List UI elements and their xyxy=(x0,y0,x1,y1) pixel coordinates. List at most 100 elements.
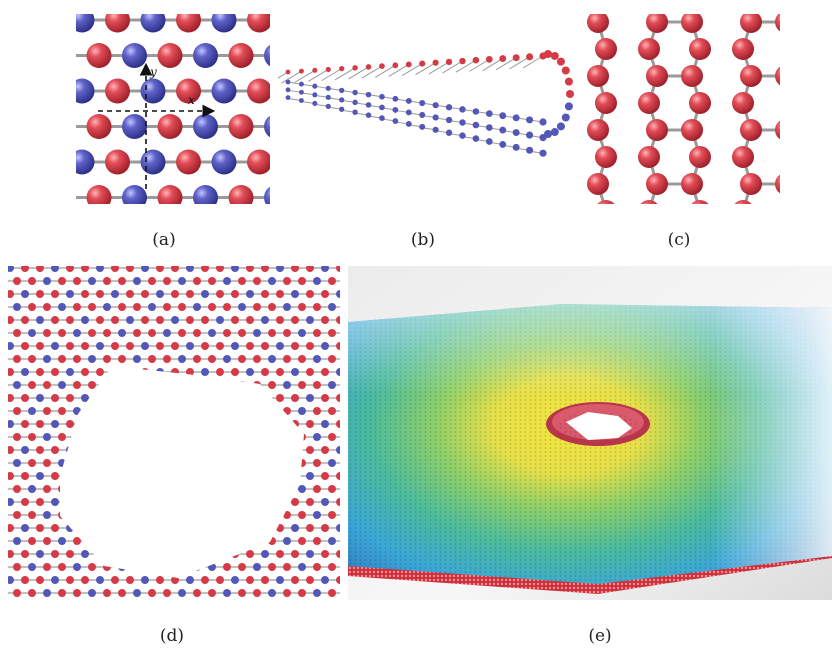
atom-blue xyxy=(298,81,304,87)
atom-red xyxy=(21,342,29,350)
atom-red xyxy=(156,576,164,584)
atom-red xyxy=(306,524,314,532)
atom-blue xyxy=(336,446,340,454)
atom-blue xyxy=(405,97,412,104)
atom-red xyxy=(228,43,254,68)
atom-red xyxy=(291,316,299,324)
atom-red xyxy=(306,420,314,428)
atom-red xyxy=(646,14,668,33)
panel-a-bilayer-top-view: x y xyxy=(76,14,270,204)
atom-blue xyxy=(253,563,261,571)
atom-blue xyxy=(285,87,291,93)
atom-red xyxy=(298,68,304,74)
atom-red xyxy=(291,342,299,350)
atom-red xyxy=(313,563,321,571)
atom-red xyxy=(36,342,44,350)
atom-red xyxy=(103,329,111,337)
atom-red xyxy=(261,290,269,298)
atom-red xyxy=(51,472,59,480)
atom-blue xyxy=(472,121,480,129)
atom-blue xyxy=(103,303,111,311)
atom-blue xyxy=(328,303,336,311)
atom-red xyxy=(740,65,762,87)
atom-red xyxy=(8,394,14,402)
atom-red xyxy=(51,316,59,324)
atom-blue xyxy=(231,266,239,272)
atom-blue xyxy=(58,381,66,389)
atom-red xyxy=(21,420,29,428)
atom-blue xyxy=(178,277,186,285)
atom-red xyxy=(640,200,658,204)
atom-red xyxy=(8,550,14,558)
atom-red xyxy=(566,90,574,98)
atom-blue xyxy=(321,498,329,506)
atom-red xyxy=(81,342,89,350)
bond xyxy=(321,68,342,82)
axis-arrows: x y xyxy=(98,62,216,189)
atom-blue xyxy=(472,135,480,142)
atom-red xyxy=(321,446,329,454)
atom-blue xyxy=(51,342,59,350)
atom-red xyxy=(66,342,74,350)
atom-blue xyxy=(178,355,186,363)
atom-red xyxy=(58,355,66,363)
atom-blue xyxy=(264,115,270,138)
atom-red xyxy=(253,355,261,363)
bond xyxy=(522,55,544,69)
atom-red xyxy=(261,368,269,376)
atom-blue xyxy=(405,109,412,116)
atom-red xyxy=(157,43,183,68)
atom-red xyxy=(176,14,201,33)
atom-red xyxy=(156,266,164,272)
bond xyxy=(401,63,423,77)
atom-red xyxy=(283,355,291,363)
strain-sheet xyxy=(348,304,832,584)
atom-red xyxy=(86,185,112,204)
atom-red xyxy=(208,589,216,597)
atom-blue xyxy=(321,420,329,428)
atom-red xyxy=(321,524,329,532)
atom-red xyxy=(157,114,183,139)
atom-red xyxy=(321,394,329,402)
atom-red xyxy=(336,550,340,558)
atom-red xyxy=(51,368,59,376)
atom-red xyxy=(775,14,780,32)
atom-red xyxy=(313,459,321,467)
atom-red xyxy=(306,576,314,584)
atom-red xyxy=(133,329,141,337)
atom-red xyxy=(298,277,306,285)
atom-blue xyxy=(325,103,331,109)
atom-blue xyxy=(193,185,218,204)
atom-red xyxy=(379,63,385,69)
atom-blue xyxy=(201,368,209,376)
atom-red xyxy=(291,266,299,272)
atom-red xyxy=(193,589,201,597)
atom-red xyxy=(775,120,780,140)
atom-red xyxy=(681,173,703,195)
atom-blue xyxy=(58,537,66,545)
atom-red xyxy=(298,303,306,311)
atom-red xyxy=(306,498,314,506)
atom-red xyxy=(238,329,246,337)
atom-red xyxy=(178,303,186,311)
atom-red xyxy=(81,368,89,376)
atom-blue xyxy=(66,368,74,376)
atom-blue xyxy=(336,290,340,298)
atom-red xyxy=(328,511,336,519)
atom-red xyxy=(313,329,321,337)
atom-blue xyxy=(186,342,194,350)
atom-red xyxy=(28,355,36,363)
atom-red xyxy=(556,57,565,66)
atom-red xyxy=(223,563,231,571)
atom-blue xyxy=(21,524,29,532)
atom-red xyxy=(81,576,89,584)
atom-blue xyxy=(223,589,231,597)
atom-blue xyxy=(499,112,507,120)
atom-red xyxy=(96,290,104,298)
atom-red xyxy=(86,43,112,68)
atom-red xyxy=(111,266,119,272)
atom-red xyxy=(13,589,21,597)
atom-red xyxy=(36,498,44,506)
atom-blue xyxy=(36,550,44,558)
atom-red xyxy=(43,563,51,571)
